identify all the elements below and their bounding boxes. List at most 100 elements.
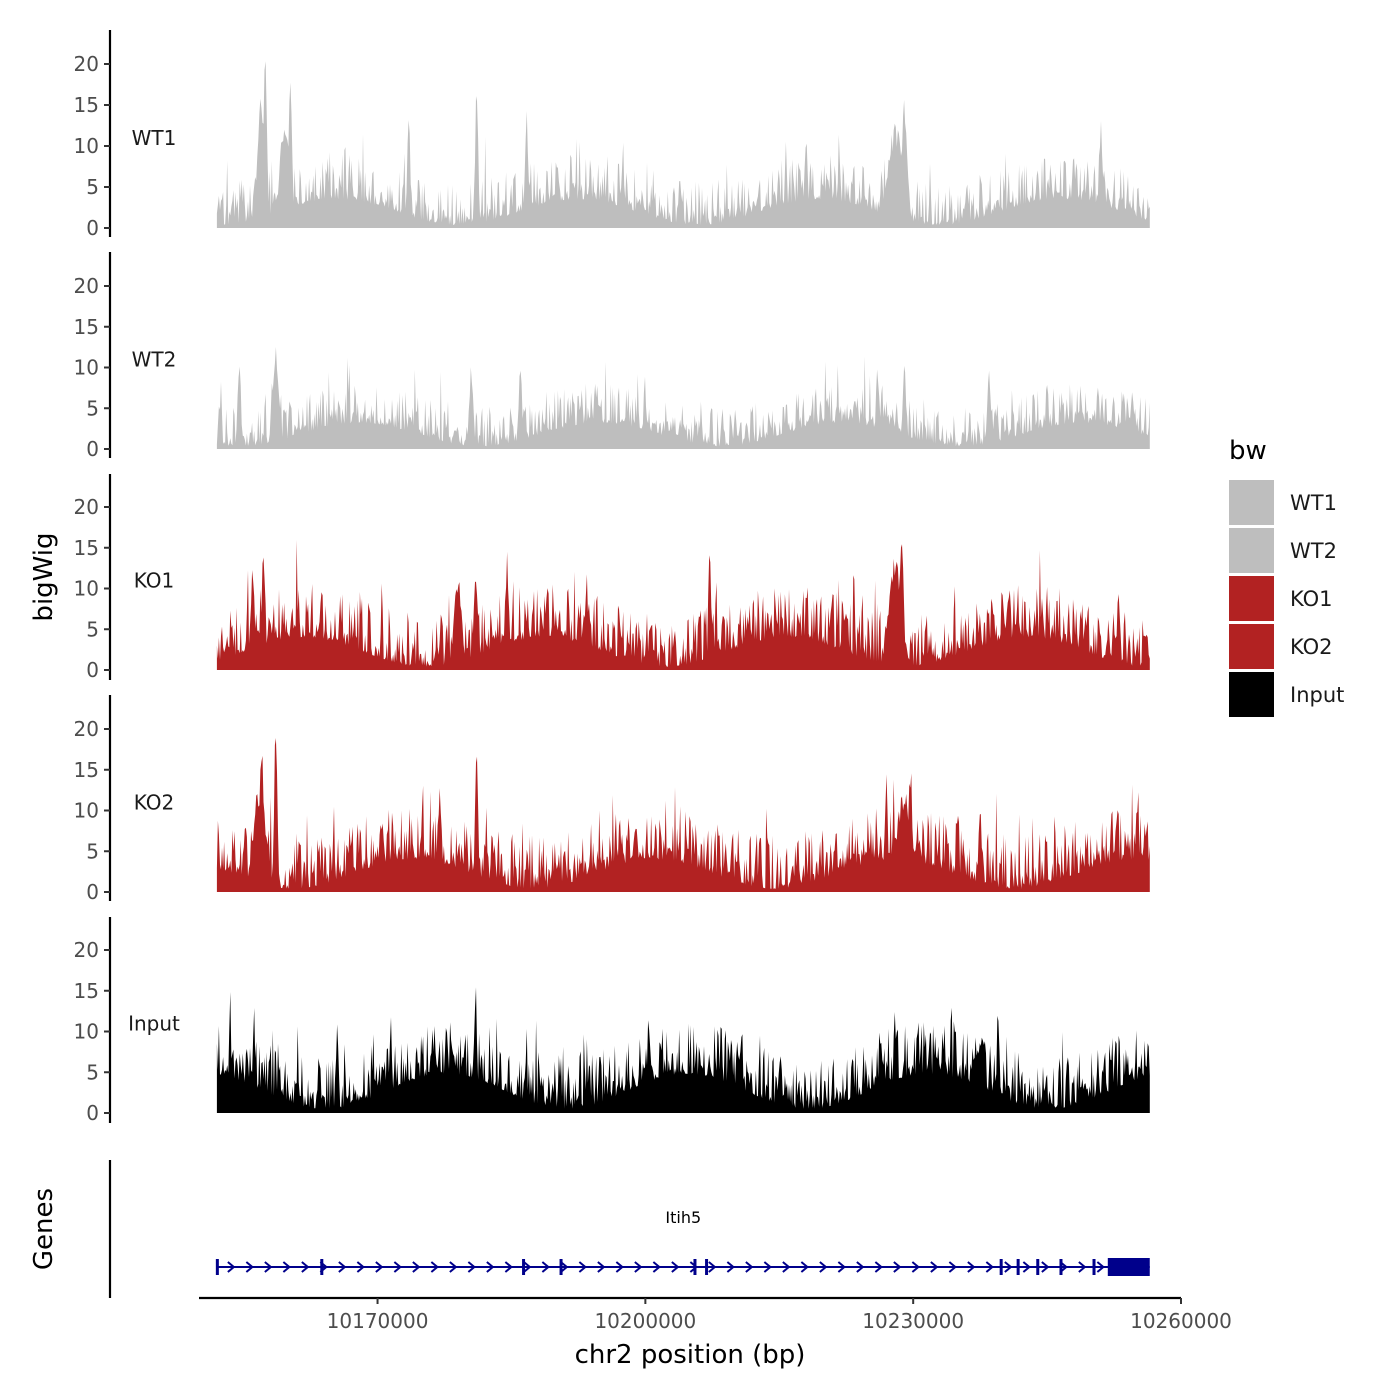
strand-arrow (597, 1261, 606, 1273)
strand-arrow (301, 1261, 310, 1273)
area-wt2 (216, 346, 1150, 449)
y-axis-title: bigWig (29, 532, 59, 621)
exon (705, 1259, 709, 1275)
strand-arrow (338, 1261, 347, 1273)
area-ko1 (216, 540, 1150, 670)
strand-arrow (708, 1261, 717, 1273)
y-tick-label: 0 (86, 658, 99, 682)
legend-swatch-wt2 (1229, 528, 1274, 573)
legend-label-input: Input (1290, 683, 1344, 707)
legend-swatch-wt1 (1229, 480, 1274, 525)
y-tick-label: 0 (86, 1101, 99, 1125)
strand-arrow (819, 1261, 828, 1273)
strand-arrow (1096, 1261, 1105, 1273)
strand-arrow (1041, 1261, 1050, 1273)
legend-label-wt1: WT1 (1290, 491, 1337, 515)
legend-label-ko1: KO1 (1290, 587, 1333, 611)
strand-arrow (467, 1261, 476, 1273)
exon (1059, 1259, 1063, 1275)
y-tick-label: 15 (74, 93, 99, 117)
strand-arrow (874, 1261, 883, 1273)
exon (1092, 1259, 1096, 1275)
x-axis: 10170000 10200000 10230000 10260000 chr2 pos… (199, 1296, 1232, 1370)
y-tick-label: 5 (86, 175, 99, 199)
strand-arrow (837, 1261, 846, 1273)
gene-name-label: Itih5 (665, 1208, 701, 1227)
area-input (216, 987, 1150, 1113)
track-label: KO1 (134, 568, 175, 592)
utr-block (1107, 1258, 1150, 1276)
y-tick-label: 10 (74, 799, 99, 823)
legend-swatch-input (1229, 672, 1274, 717)
area-ko2 (216, 738, 1150, 892)
strand-arrow (930, 1261, 939, 1273)
y-tick-label: 20 (74, 717, 99, 741)
strand-arrow (264, 1261, 273, 1273)
strand-arrow (578, 1261, 587, 1273)
y-tick-label: 20 (74, 938, 99, 962)
y-tick-label: 15 (74, 315, 99, 339)
strand-arrow (245, 1261, 254, 1273)
exon (522, 1259, 526, 1275)
genes-axis-title: Genes (29, 1188, 59, 1270)
strand-arrow (1022, 1261, 1031, 1273)
strand-arrow (375, 1261, 384, 1273)
strand-arrow (412, 1261, 421, 1273)
y-tick-label: 0 (86, 880, 99, 904)
exon (1036, 1259, 1040, 1275)
track-input: 0 5 10 15 20 Input (74, 917, 1150, 1125)
track-label: WT1 (132, 126, 177, 150)
y-tick-label: 15 (74, 979, 99, 1003)
strand-arrow (893, 1261, 902, 1273)
y-tick-label: 5 (86, 839, 99, 863)
area-wt1 (216, 61, 1150, 228)
strand-arrow (282, 1261, 291, 1273)
track-ko1: 0 5 10 15 20 KO1 (74, 474, 1150, 682)
strand-arrow (967, 1261, 976, 1273)
y-tick-label: 15 (74, 758, 99, 782)
x-tick-label: 10170000 (327, 1309, 429, 1333)
track-ko2: 0 5 10 15 20 KO2 (74, 695, 1150, 904)
y-tick-label: 0 (86, 216, 99, 240)
track-label: Input (128, 1011, 180, 1035)
exon (999, 1259, 1003, 1275)
strand-arrow (856, 1261, 865, 1273)
strand-arrow (1078, 1261, 1087, 1273)
legend: bw WT1 WT2 KO1 KO2 Input (1229, 436, 1344, 717)
strand-arrow (430, 1261, 439, 1273)
strand-arrow (486, 1261, 495, 1273)
exon (1016, 1259, 1020, 1275)
strand-arrow (449, 1261, 458, 1273)
strand-arrow (782, 1261, 791, 1273)
exon (320, 1259, 324, 1275)
genes-track: Genes Itih5 (29, 1160, 1150, 1298)
x-axis-title: chr2 position (bp) (575, 1340, 806, 1370)
strand-arrow (541, 1261, 550, 1273)
strand-arrow (356, 1261, 365, 1273)
strand-arrow (227, 1261, 236, 1273)
y-tick-label: 20 (74, 52, 99, 76)
strand-arrow (985, 1261, 994, 1273)
y-tick-label: 20 (74, 495, 99, 519)
strand-arrow (523, 1261, 532, 1273)
y-tick-label: 5 (86, 617, 99, 641)
track-label: KO2 (134, 790, 175, 814)
y-tick-label: 10 (74, 577, 99, 601)
x-tick-label: 10260000 (1130, 1309, 1232, 1333)
strand-arrow (726, 1261, 735, 1273)
y-tick-label: 10 (74, 134, 99, 158)
y-tick-label: 0 (86, 437, 99, 461)
exon (693, 1259, 697, 1275)
legend-label-ko2: KO2 (1290, 635, 1333, 659)
x-tick-label: 10230000 (862, 1309, 964, 1333)
legend-swatch-ko2 (1229, 624, 1274, 669)
y-tick-label: 10 (74, 1020, 99, 1044)
track-label: WT2 (132, 347, 177, 371)
strand-arrow (911, 1261, 920, 1273)
strand-arrow (800, 1261, 809, 1273)
legend-title: bw (1229, 436, 1267, 466)
exon (559, 1259, 563, 1275)
y-tick-label: 5 (86, 1060, 99, 1084)
track-wt1: 0 5 10 15 20 WT1 (74, 30, 1150, 240)
